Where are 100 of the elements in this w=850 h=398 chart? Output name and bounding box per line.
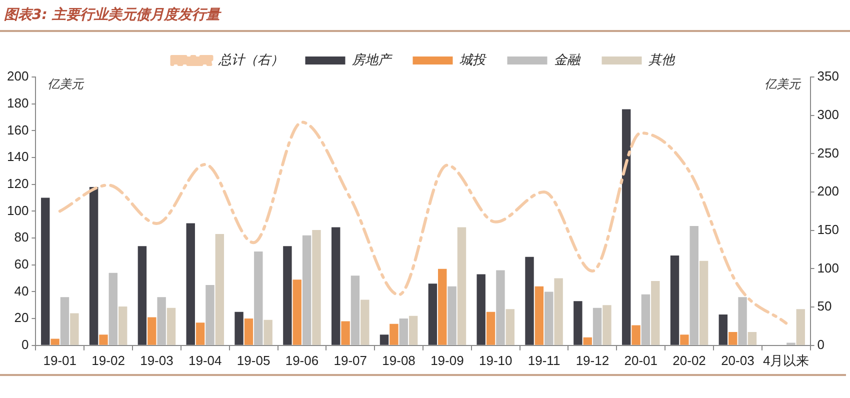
bar — [283, 246, 292, 345]
bar — [157, 297, 166, 345]
y-tick-label: 140 — [6, 149, 29, 164]
y2-tick-label: 200 — [817, 184, 840, 199]
bar — [496, 270, 505, 345]
bar — [641, 294, 650, 345]
x-tick-label: 20-03 — [721, 352, 754, 368]
bar — [592, 308, 602, 345]
bar — [234, 312, 244, 345]
x-tick-label: 20-01 — [624, 352, 658, 368]
bar — [206, 285, 214, 345]
bar — [148, 317, 156, 345]
y-tick-label: 0 — [21, 336, 29, 352]
bar — [332, 227, 340, 345]
bar — [390, 324, 398, 345]
bar — [718, 314, 728, 345]
bar — [428, 284, 438, 345]
bar — [41, 198, 50, 345]
x-tick-label: 19-08 — [382, 352, 416, 368]
legend-label: 房地产 — [352, 52, 393, 68]
bar — [699, 260, 708, 345]
bar — [690, 226, 698, 345]
bar — [166, 308, 176, 345]
x-tick-label: 19-04 — [188, 352, 222, 368]
bar — [457, 227, 466, 345]
legend-label: 其他 — [648, 52, 676, 68]
bar — [60, 297, 70, 345]
bar — [360, 300, 370, 345]
x-tick-label: 19-01 — [43, 352, 77, 368]
legend-label: 城投 — [459, 52, 488, 68]
y2-axis-title: 亿美元 — [764, 77, 802, 92]
x-tick-label: 19-12 — [576, 352, 610, 368]
bar — [525, 256, 534, 345]
bar — [486, 312, 496, 345]
bar — [583, 337, 592, 345]
bar — [50, 338, 60, 345]
bar — [534, 286, 544, 345]
x-tick-label: 19-05 — [236, 352, 270, 368]
bar — [632, 325, 640, 345]
x-tick-label: 19-07 — [334, 352, 368, 368]
bar — [118, 306, 128, 345]
y2-tick-label: 150 — [817, 222, 840, 237]
y-tick-label: 180 — [6, 95, 29, 110]
y2-tick-label: 0 — [817, 336, 825, 352]
bar — [292, 280, 302, 345]
y-tick-label: 60 — [14, 256, 29, 272]
bar — [350, 276, 360, 345]
bar — [215, 234, 224, 345]
y-tick-label: 200 — [6, 68, 29, 84]
bar — [399, 318, 408, 345]
legend-label: 总计（右） — [217, 52, 284, 68]
x-tick-label: 19-02 — [92, 352, 125, 368]
x-tick-label: 20-02 — [672, 352, 706, 368]
bar — [341, 321, 350, 345]
y-tick-label: 40 — [14, 283, 29, 298]
bar — [138, 246, 147, 345]
bar — [506, 309, 514, 345]
bar — [302, 235, 312, 345]
bar — [186, 223, 195, 345]
y-tick-label: 120 — [6, 176, 29, 191]
bar — [622, 109, 631, 345]
y-tick-label: 100 — [6, 202, 29, 218]
bar — [680, 334, 689, 345]
bar — [574, 301, 582, 345]
y-tick-label: 20 — [14, 310, 29, 326]
bar — [70, 313, 79, 345]
bar — [670, 255, 680, 345]
bar — [380, 334, 389, 345]
bar — [728, 332, 738, 345]
x-tick-label: 19-09 — [430, 352, 464, 368]
bar — [476, 274, 486, 345]
y2-tick-label: 250 — [817, 145, 840, 160]
bar — [196, 322, 205, 345]
bar — [264, 320, 272, 345]
x-tick-label: 19-11 — [528, 352, 560, 368]
bar — [602, 305, 612, 345]
y2-tick-label: 100 — [817, 260, 840, 276]
y-axis-title: 亿美元 — [48, 77, 85, 92]
chart-title: 图表3: 主要行业美元债月度发行量 — [0, 0, 850, 32]
y-tick-label: 160 — [6, 122, 29, 138]
line-series — [58, 120, 788, 325]
bar — [312, 230, 321, 345]
y2-tick-label: 300 — [817, 106, 840, 122]
bar — [408, 316, 418, 345]
x-tick-label: 19-10 — [478, 352, 512, 368]
bar — [448, 286, 456, 345]
bar — [554, 278, 563, 345]
bar — [738, 297, 747, 345]
bar — [651, 280, 660, 345]
bar — [99, 334, 108, 345]
y2-tick-label: 50 — [817, 298, 832, 314]
bar — [254, 251, 263, 345]
bar — [796, 309, 805, 345]
y2-tick-label: 350 — [817, 68, 840, 84]
y-tick-label: 80 — [14, 230, 29, 245]
bar — [244, 318, 254, 345]
bar — [89, 187, 98, 345]
bar — [544, 292, 554, 345]
x-tick-label: 19-06 — [285, 352, 319, 368]
bar — [108, 272, 118, 345]
